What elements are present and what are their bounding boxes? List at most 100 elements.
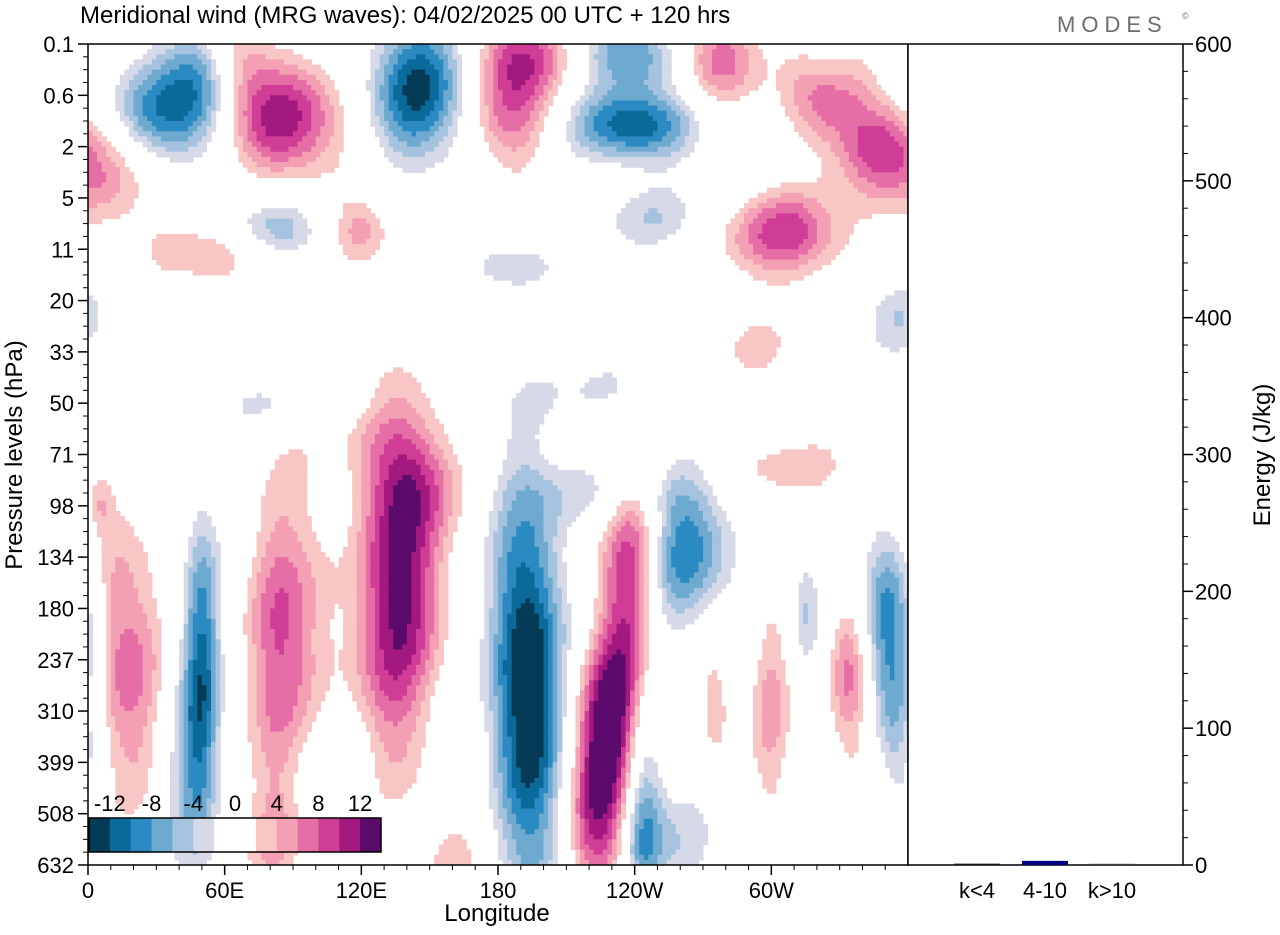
contour-cell [561, 685, 567, 692]
contour-cell [539, 623, 549, 630]
contour-cell [520, 85, 536, 91]
contour-cell [188, 664, 194, 671]
contour-cell [652, 839, 663, 846]
contour-cell [762, 254, 800, 261]
contour-cell [115, 788, 148, 794]
contour-cell [356, 618, 367, 625]
contour-cell [889, 772, 905, 779]
contour-cell [698, 567, 709, 574]
contour-cell [188, 110, 203, 117]
contour-cell [507, 613, 517, 620]
energy-tick-label: 500 [1195, 169, 1232, 194]
contour-cell [543, 752, 549, 758]
contour-cell [493, 670, 499, 676]
contour-cell [721, 557, 736, 563]
contour-cell [498, 120, 526, 127]
contour-cell [598, 675, 604, 681]
energy-bar-1 [954, 863, 1000, 865]
contour-cell [648, 100, 668, 107]
contour-cell [894, 551, 905, 558]
contour-cell [215, 95, 221, 102]
contour-cell [652, 803, 663, 810]
contour-cell [539, 859, 549, 865]
contour-cell [548, 74, 558, 81]
contour-cell [593, 90, 608, 96]
contour-cell [211, 757, 217, 763]
contour-cell [898, 126, 908, 132]
contour-cell [265, 762, 285, 769]
contour-cell [261, 628, 276, 635]
contour-cell [211, 726, 217, 733]
contour-cell [457, 74, 463, 81]
contour-cell [115, 664, 144, 671]
contour-cell [589, 829, 608, 835]
contour-cell [365, 541, 372, 548]
contour-cell [156, 79, 176, 86]
contour-cell [265, 100, 299, 107]
contour-cell [507, 654, 513, 661]
contour-cell [885, 659, 895, 666]
contour-cell [557, 746, 563, 753]
contour-cell [138, 69, 153, 76]
contour-cell [488, 521, 499, 527]
contour-cell [479, 649, 490, 656]
contour-cell [238, 85, 249, 91]
contour-cell [142, 741, 153, 748]
contour-cell [293, 705, 308, 712]
contour-cell [725, 249, 741, 255]
contour-cell [634, 634, 640, 640]
contour-cell [721, 526, 731, 533]
contour-cell [589, 95, 604, 102]
contour-cell [543, 85, 554, 91]
contour-cell [493, 598, 499, 604]
contour-cell [566, 120, 577, 127]
contour-cell [894, 618, 905, 625]
contour-cell [885, 752, 908, 758]
contour-cell [625, 521, 631, 527]
contour-cell [552, 680, 558, 686]
contour-cell [183, 741, 189, 748]
contour-cell [179, 685, 185, 692]
contour-cell [488, 741, 495, 748]
contour-cell [447, 110, 454, 117]
contour-cell [894, 628, 905, 635]
contour-cell [666, 100, 677, 107]
contour-cell [183, 639, 189, 645]
contour-cell [557, 675, 563, 681]
contour-cell [557, 741, 563, 748]
contour-cell [88, 167, 103, 173]
contour-cell [780, 680, 786, 686]
contour-cell [388, 593, 413, 599]
contour-cell [630, 639, 636, 645]
contour-cell [479, 639, 490, 645]
contour-cell [534, 608, 545, 615]
contour-cell [766, 628, 777, 635]
contour-cell [365, 726, 376, 733]
contour-cell [379, 587, 390, 594]
contour-cell [138, 85, 153, 91]
contour-cell [707, 500, 718, 507]
contour-cell [584, 85, 595, 91]
contour-cell [662, 526, 672, 533]
contour-cell [607, 608, 613, 615]
contour-cell [534, 526, 545, 533]
contour-cell [119, 736, 144, 743]
contour-cell [493, 490, 504, 497]
contour-cell [306, 551, 326, 558]
contour-cell [548, 562, 558, 568]
contour-cell [365, 428, 381, 435]
contour-cell [880, 100, 895, 107]
contour-cell [502, 603, 513, 610]
contour-cell [835, 675, 845, 681]
contour-cell [429, 654, 435, 661]
contour-cell [215, 670, 221, 676]
contour-cell [179, 803, 185, 810]
contour-cell [611, 603, 636, 610]
contour-cell [320, 126, 335, 132]
contour-cell [425, 608, 435, 615]
contour-cell [830, 664, 836, 671]
contour-cell [429, 536, 440, 543]
energy-bar-3 [1089, 863, 1135, 865]
contour-cell [425, 572, 435, 579]
contour-cell [498, 649, 508, 656]
